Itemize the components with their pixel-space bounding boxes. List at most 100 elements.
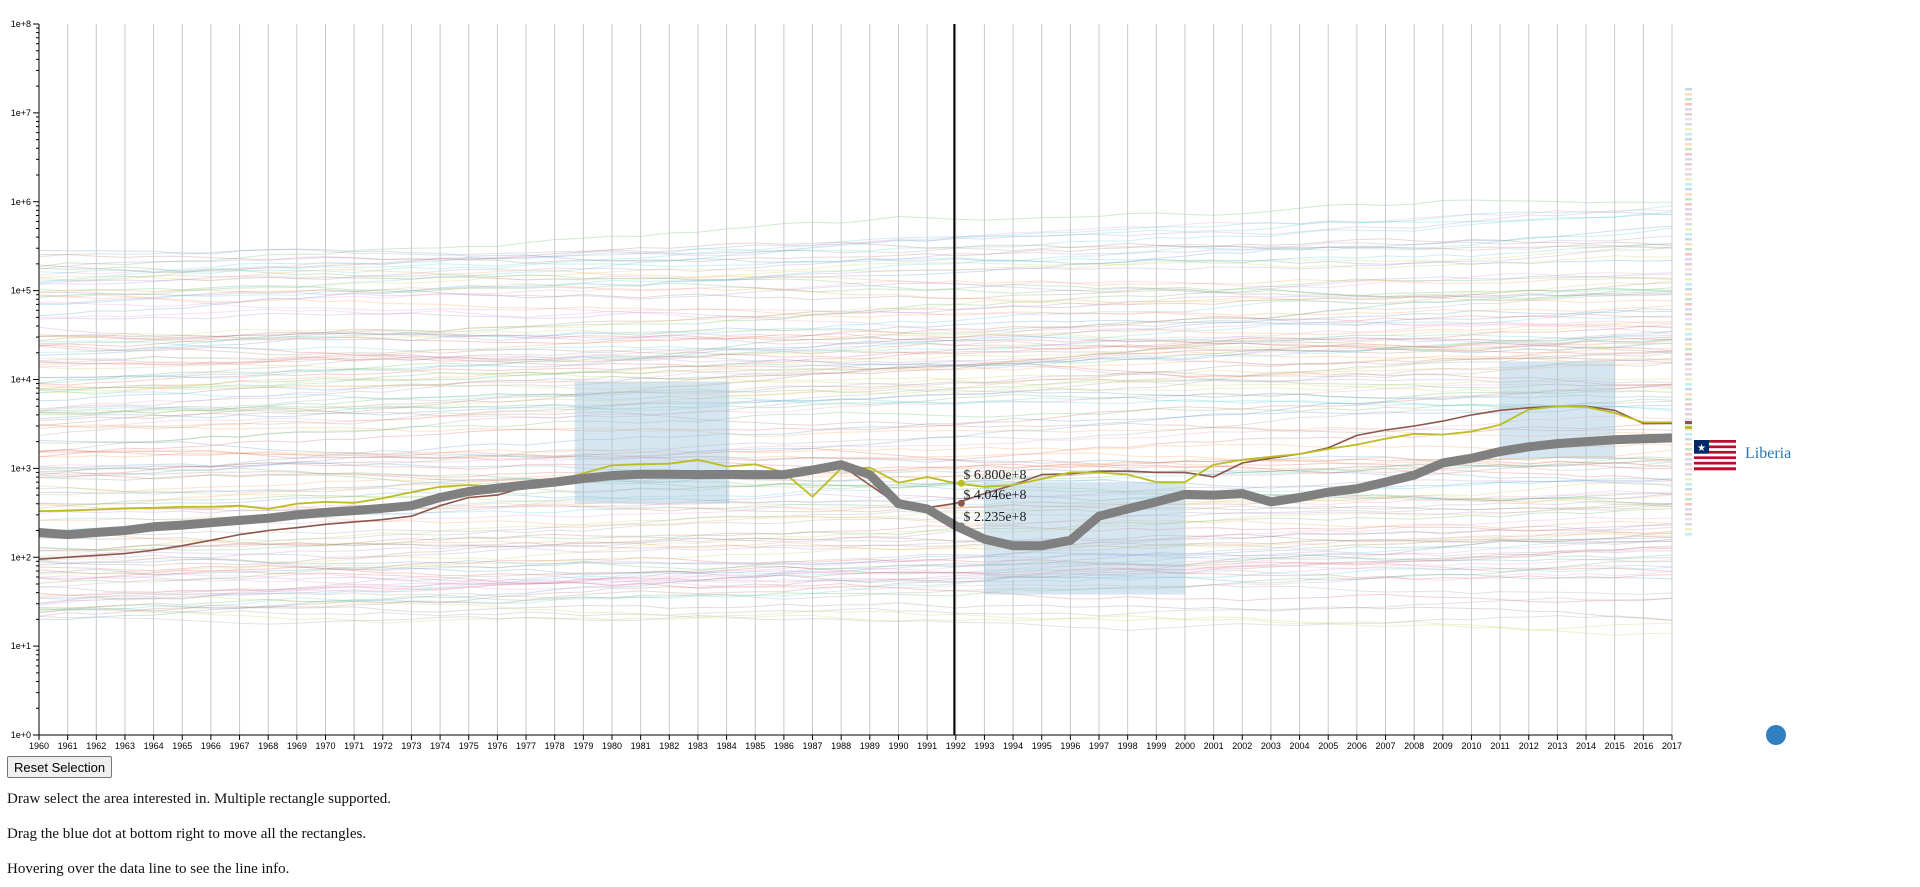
x-tick-label: 1978: [545, 741, 565, 750]
background-country-line: [38, 336, 1673, 366]
background-country-line: [38, 248, 1673, 265]
flag-stripe: [1694, 450, 1736, 454]
drag-handle-dot[interactable]: [1766, 725, 1786, 745]
background-country-line: [38, 383, 1673, 428]
country-legend-strip: [1685, 88, 1692, 536]
legend-swatch: [1685, 278, 1692, 281]
y-tick-label: 1e+6: [11, 197, 31, 207]
legend-swatch: [1685, 448, 1692, 451]
background-country-line: [38, 334, 1673, 353]
legend-swatch: [1685, 283, 1692, 286]
background-country-line: [38, 362, 1673, 429]
x-tick-label: 1969: [287, 741, 307, 750]
legend-swatch: [1685, 218, 1692, 221]
x-tick-label: 1993: [974, 741, 994, 750]
tooltip-marker: [957, 522, 965, 530]
legend-swatch: [1685, 148, 1692, 151]
legend-swatch: [1685, 443, 1692, 446]
x-tick-label: 2014: [1576, 741, 1596, 750]
background-country-line: [38, 383, 1673, 458]
flag-stripe: [1694, 440, 1736, 444]
legend-swatch: [1685, 138, 1692, 141]
highlighted-series[interactable]: [38, 405, 1673, 560]
y-tick-label: 1e+8: [11, 19, 31, 29]
x-tick-label: 1961: [58, 741, 78, 750]
series-line-brown[interactable]: [38, 405, 1672, 560]
background-country-line: [38, 404, 1673, 472]
legend-swatch: [1685, 203, 1692, 206]
background-country-line: [38, 294, 1673, 328]
selection-rectangles[interactable]: [574, 361, 1615, 595]
legend-swatch: [1685, 408, 1692, 411]
year-gridlines: [38, 24, 1673, 735]
legend-swatch: [1685, 468, 1692, 471]
legend-swatch: [1685, 93, 1692, 96]
background-country-line: [38, 584, 1673, 600]
background-country-line: [38, 564, 1673, 580]
background-country-line: [38, 350, 1673, 427]
axes: 1e+0 1e+1 1e+2 1e+3 1e+4 1e+5 1e+6 1e+7 1e+8 1960…: [11, 19, 1682, 750]
background-country-line: [38, 353, 1673, 366]
background-country-line: [38, 516, 1673, 606]
legend-swatch: [1685, 463, 1692, 466]
background-country-line: [38, 503, 1673, 560]
x-tick-label: 2016: [1633, 741, 1653, 750]
reset-selection-button[interactable]: Reset Selection: [7, 756, 113, 778]
background-country-line: [38, 209, 1673, 276]
background-country-line: [38, 199, 1672, 268]
legend-swatch: [1685, 153, 1692, 156]
legend-swatch: [1685, 508, 1692, 511]
background-country-line: [38, 243, 1673, 274]
background-country-line: [38, 325, 1673, 386]
legend-swatch: [1685, 163, 1692, 166]
background-country-line: [38, 356, 1673, 394]
legend-swatch: [1685, 308, 1692, 311]
x-tick-label: 1966: [201, 741, 221, 750]
y-tick-label: 1e+1: [11, 641, 31, 651]
background-country-line: [38, 490, 1673, 534]
background-country-line: [38, 456, 1673, 509]
legend-swatch: [1685, 233, 1692, 236]
legend-swatch: [1685, 418, 1692, 421]
x-tick-label: 1988: [831, 741, 851, 750]
background-country-line: [38, 405, 1673, 433]
tooltip-marker: [957, 499, 965, 507]
background-country-line: [38, 273, 1673, 305]
legend-swatch: [1685, 303, 1692, 306]
background-country-line: [38, 313, 1673, 347]
x-tick-label: 2006: [1347, 741, 1367, 750]
highlight-line-liberia[interactable]: [38, 433, 1673, 551]
legend-swatch: [1685, 288, 1692, 291]
x-tick-label: 1968: [258, 741, 278, 750]
legend-swatch: [1685, 328, 1692, 331]
x-tick-label: 2008: [1404, 741, 1424, 750]
background-country-line: [38, 342, 1673, 356]
legend-swatch: [1685, 108, 1692, 111]
background-country-line: [38, 326, 1673, 343]
background-country-line: [38, 477, 1673, 495]
background-country-line: [38, 241, 1673, 274]
background-country-line: [38, 566, 1673, 584]
background-country-line: [38, 606, 1673, 631]
selection-rectangle[interactable]: [574, 381, 730, 504]
x-tick-label: 1975: [459, 741, 479, 750]
background-country-line: [38, 558, 1673, 598]
background-country-line: [38, 466, 1673, 500]
legend-swatch: [1685, 268, 1692, 271]
legend-swatch: [1685, 393, 1692, 396]
x-tick-label: 1986: [774, 741, 794, 750]
x-tick-label: 1970: [315, 741, 335, 750]
background-country-line: [38, 531, 1673, 551]
x-tick-label: 1976: [487, 741, 507, 750]
background-country-line: [38, 211, 1673, 270]
legend-swatch: [1685, 533, 1692, 536]
gdp-line-chart[interactable]: 1e+0 1e+1 1e+2 1e+3 1e+4 1e+5 1e+6 1e+7 1e+8 1960…: [0, 0, 1920, 750]
background-country-line: [38, 531, 1673, 575]
legend-swatch: [1685, 333, 1692, 336]
instruction-drag-dot: Drag the blue dot at bottom right to mov…: [7, 826, 367, 842]
background-country-line: [38, 280, 1673, 338]
background-country-line: [38, 329, 1673, 348]
legend-swatch: [1685, 228, 1692, 231]
background-country-line: [38, 503, 1673, 552]
background-country-line: [38, 362, 1673, 437]
